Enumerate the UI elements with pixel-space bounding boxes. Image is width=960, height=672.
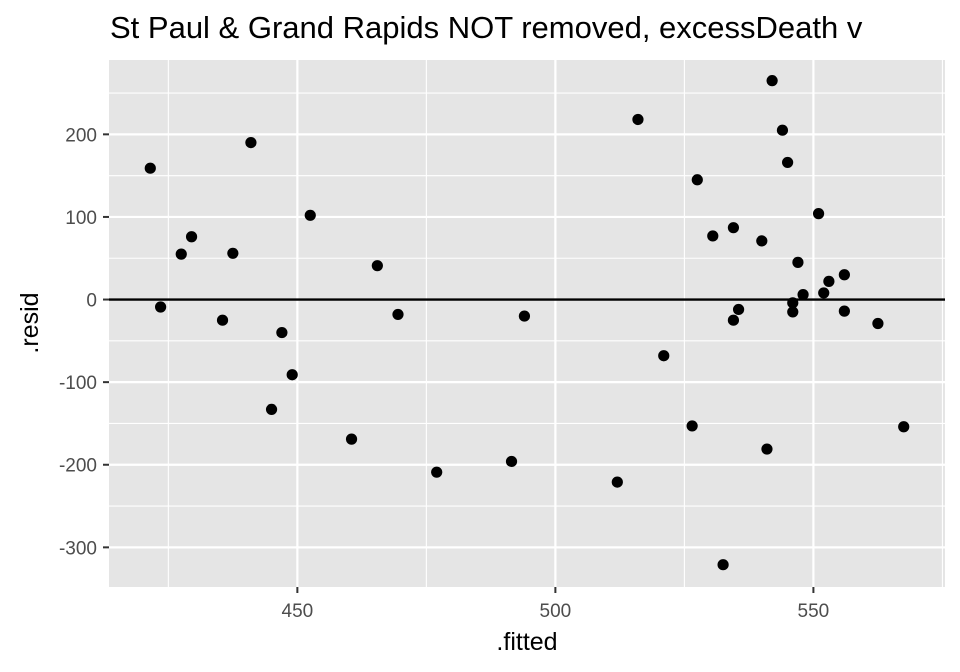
- x-axis-title: .fitted: [496, 628, 557, 656]
- y-tick-label: -300: [59, 538, 97, 559]
- data-point: [431, 466, 443, 478]
- data-point: [727, 222, 740, 234]
- data-point: [761, 443, 773, 455]
- data-point: [175, 248, 187, 260]
- data-point: [144, 162, 156, 174]
- data-point: [872, 317, 884, 330]
- data-point: [632, 113, 644, 126]
- data-point: [345, 433, 358, 445]
- data-point: [898, 421, 910, 433]
- data-point: [766, 75, 778, 87]
- axis-ticks: [103, 133, 815, 593]
- y-tick-label: 100: [65, 208, 97, 229]
- data-point: [227, 247, 239, 259]
- data-point: [823, 275, 835, 287]
- data-point: [732, 303, 745, 316]
- data-point: [812, 208, 825, 220]
- y-axis-title: .resid: [16, 292, 44, 353]
- data-point: [707, 230, 719, 242]
- data-point: [276, 326, 288, 339]
- data-point: [155, 301, 167, 313]
- data-point: [756, 235, 768, 247]
- x-tick-label: 550: [798, 601, 830, 622]
- data-point: [658, 350, 670, 362]
- data-point: [265, 403, 278, 416]
- y-tick-label: 0: [86, 291, 97, 312]
- y-tick-labels: -300 -200 -100 0 100 200: [59, 125, 97, 559]
- data-point: [245, 137, 257, 149]
- x-tick-label: 450: [282, 601, 314, 622]
- data-point: [776, 124, 789, 136]
- data-point: [691, 174, 703, 186]
- data-point: [371, 260, 383, 272]
- data-point: [286, 369, 298, 381]
- y-tick-label: -200: [59, 456, 97, 477]
- data-point: [611, 476, 623, 488]
- data-point: [818, 287, 830, 299]
- data-point: [304, 209, 316, 221]
- data-point: [686, 420, 698, 432]
- x-tick-label: 500: [540, 601, 572, 622]
- y-tick-label: -100: [59, 373, 97, 394]
- data-point: [185, 231, 198, 243]
- data-point: [838, 269, 850, 281]
- data-point: [797, 288, 809, 301]
- y-tick-label: 200: [65, 125, 97, 146]
- data-point: [787, 306, 799, 318]
- plot-panel: [109, 60, 945, 587]
- data-point: [727, 314, 740, 326]
- chart-title: St Paul & Grand Rapids NOT removed, exce…: [110, 10, 863, 45]
- data-point: [717, 559, 729, 571]
- minor-gridlines: [109, 60, 945, 587]
- data-points: [144, 75, 910, 571]
- data-point: [505, 455, 518, 468]
- data-point: [392, 308, 404, 321]
- data-point: [782, 156, 794, 169]
- data-point: [792, 256, 804, 268]
- x-tick-labels: 450 500 550: [282, 601, 830, 622]
- data-point: [787, 297, 799, 309]
- data-point: [518, 310, 531, 322]
- data-point: [838, 305, 850, 317]
- data-point: [216, 314, 229, 326]
